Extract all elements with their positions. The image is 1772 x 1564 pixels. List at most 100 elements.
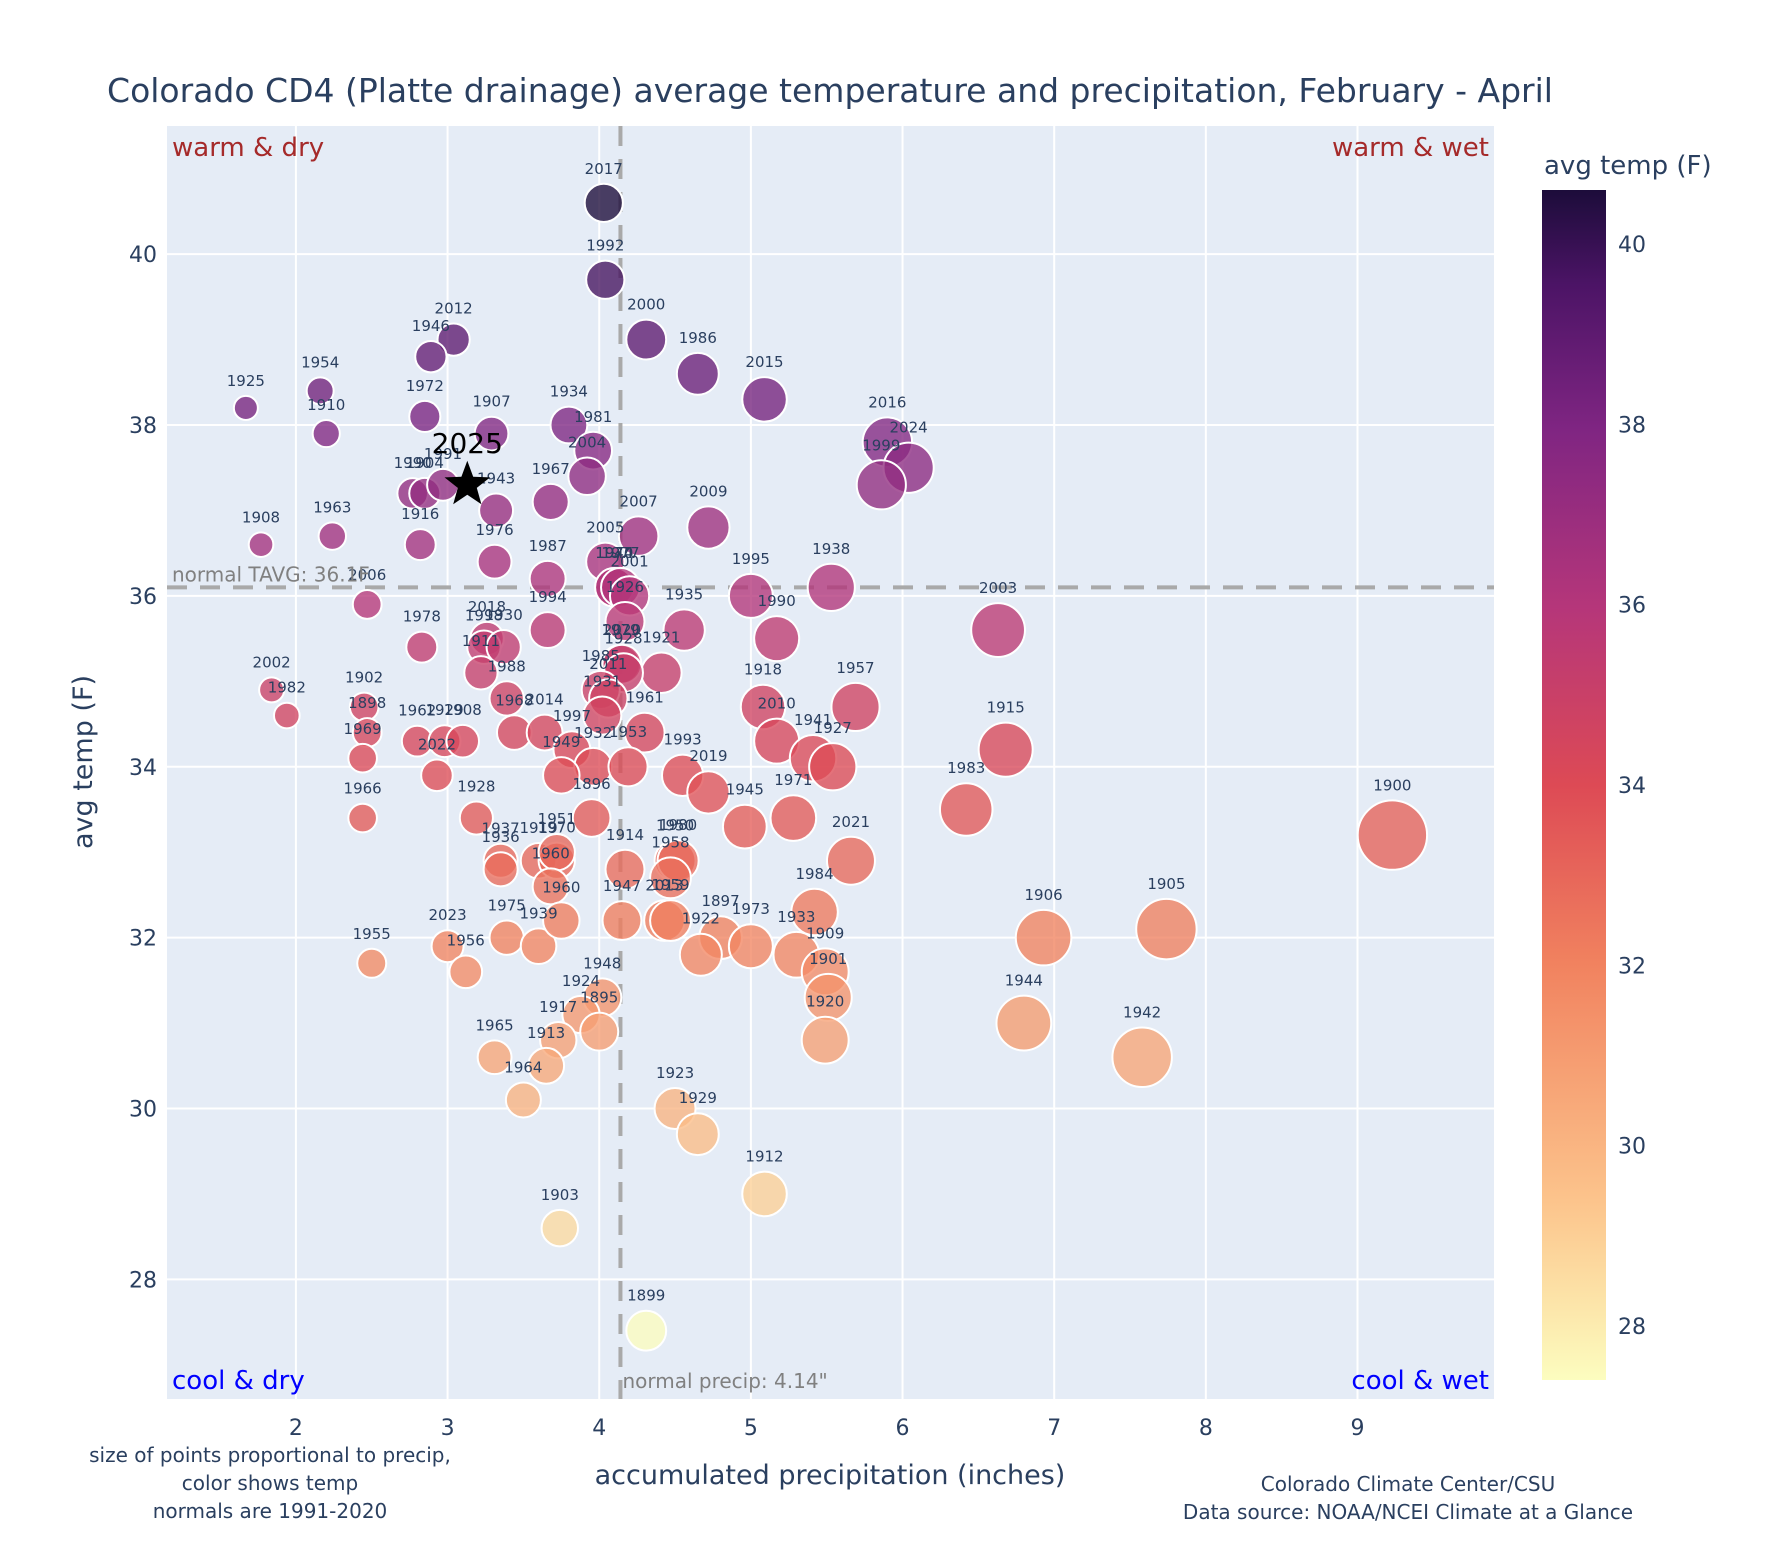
data-point	[1356, 799, 1429, 871]
data-label: 2000	[627, 296, 665, 314]
quadrant-cool-dry: cool & dry	[172, 1366, 305, 1396]
data-label: 1979	[601, 621, 639, 639]
x-tick-label: 8	[1199, 1416, 1213, 1441]
data-point	[311, 418, 341, 449]
data-point	[970, 602, 1026, 658]
x-tick-label: 2	[289, 1416, 303, 1441]
y-tick-label: 30	[129, 1098, 157, 1123]
data-label: 1974	[595, 544, 633, 562]
data-label: 1947	[603, 877, 641, 895]
footnote-right-line: Data source: NOAA/NCEI Climate at a Glan…	[1183, 1500, 1633, 1524]
data-label: 1955	[353, 925, 391, 943]
data-point	[585, 259, 626, 300]
data-point	[583, 182, 624, 223]
x-tick-label: 7	[1047, 1416, 1061, 1441]
data-label: 1994	[529, 588, 567, 606]
data-point	[607, 746, 649, 788]
data-point	[800, 1015, 850, 1065]
data-label: 1984	[795, 865, 833, 883]
data-label: 2006	[348, 566, 386, 584]
data-label: 1966	[344, 780, 382, 798]
data-label: 1973	[732, 900, 770, 918]
data-label: 1902	[345, 669, 383, 687]
data-point	[463, 655, 499, 691]
data-point	[476, 1039, 513, 1076]
data-label: 1999	[862, 436, 900, 454]
data-point	[571, 798, 612, 838]
chart-title: Colorado CD4 (Platte drainage) average t…	[107, 71, 1553, 110]
data-label: 1929	[425, 701, 463, 719]
data-label: 1982	[268, 679, 306, 697]
data-label: 1963	[313, 498, 351, 516]
data-point	[445, 723, 481, 759]
normal-precip-label: normal precip: 4.14"	[622, 1369, 827, 1393]
x-tick-label: 9	[1351, 1416, 1365, 1441]
data-point	[542, 756, 581, 795]
colorbar-tick-label: 36	[1618, 594, 1646, 619]
data-label: 1929	[679, 1089, 717, 1107]
data-label: 1977	[601, 544, 639, 562]
data-label: 1983	[947, 759, 985, 777]
data-label: 2003	[979, 579, 1017, 597]
data-label: 1916	[401, 505, 439, 523]
data-label: 1986	[679, 329, 717, 347]
data-label: 1932	[574, 724, 612, 742]
data-label: 1997	[553, 707, 591, 725]
data-label: 1905	[1147, 875, 1185, 893]
data-point	[601, 900, 643, 942]
data-label: 1990	[394, 454, 432, 472]
data-label: 1923	[656, 1064, 694, 1082]
data-label: 1956	[447, 931, 485, 949]
data-label: 2011	[589, 655, 627, 673]
data-label: 1917	[539, 998, 577, 1016]
data-point	[478, 492, 515, 529]
data-label: 1959	[651, 876, 689, 894]
data-label: 1925	[227, 372, 265, 390]
data-label: 1897	[701, 892, 739, 910]
data-point	[977, 721, 1034, 778]
x-tick-labels: 2 3 4 5 6 7 8 9	[289, 1416, 1365, 1441]
data-label: 1901	[809, 950, 847, 968]
colorbar-title: avg temp (F)	[1544, 151, 1712, 181]
data-label: 2022	[418, 736, 456, 754]
data-point	[414, 340, 448, 374]
data-label: 1953	[609, 723, 647, 741]
data-label: 1951	[538, 810, 576, 828]
data-label: 1970	[538, 819, 576, 837]
data-point	[488, 680, 525, 717]
data-point	[527, 1046, 566, 1085]
footnote-left-line: size of points proportional to precip,	[89, 1443, 451, 1467]
data-label: 1933	[777, 908, 815, 926]
data-label: 2017	[585, 160, 623, 178]
data-label: 1944	[1005, 972, 1043, 990]
y-tick-label: 32	[129, 927, 157, 952]
data-label: 1990	[758, 592, 796, 610]
data-point	[721, 803, 768, 850]
data-point	[753, 615, 801, 663]
data-point	[305, 376, 335, 406]
data-point	[727, 572, 774, 619]
data-label: 2001	[610, 552, 648, 570]
data-point	[403, 528, 437, 562]
quadrant-warm-wet: warm & wet	[1332, 133, 1489, 163]
data-point	[662, 608, 706, 652]
data-label: 1934	[550, 383, 588, 401]
data-point	[247, 531, 275, 558]
data-label: 1899	[627, 1287, 665, 1305]
data-label: 1950	[656, 816, 694, 834]
data-point	[448, 954, 484, 990]
star-marker	[444, 460, 491, 505]
data-label: 2004	[568, 434, 606, 452]
data-label: 1998	[465, 606, 503, 624]
data-point	[675, 1112, 720, 1157]
data-point	[995, 994, 1053, 1052]
data-point	[347, 802, 378, 834]
data-point	[769, 794, 818, 842]
data-point	[790, 887, 839, 937]
footnote-left-line: normals are 1991-2020	[153, 1499, 388, 1523]
y-tick-label: 28	[129, 1268, 157, 1293]
data-label: 1981	[574, 408, 612, 426]
data-point	[808, 742, 858, 792]
